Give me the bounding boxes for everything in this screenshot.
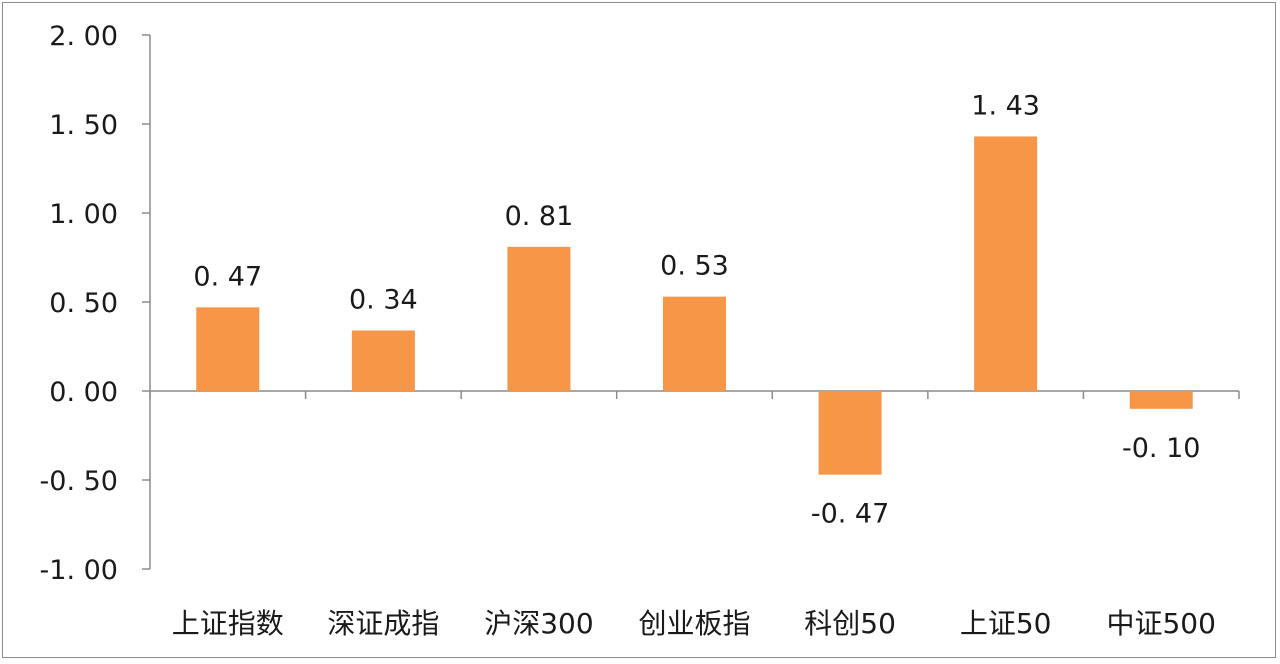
y-tick-label: 0. 00 xyxy=(49,377,118,408)
bar xyxy=(351,330,415,391)
data-label: -0. 47 xyxy=(811,499,889,530)
x-tick-label: 中证500 xyxy=(1106,607,1215,640)
data-label: 0. 47 xyxy=(193,261,262,292)
data-label: -0. 10 xyxy=(1122,433,1200,464)
data-label: 0. 81 xyxy=(505,201,574,232)
x-tick-label: 创业板指 xyxy=(638,607,750,640)
x-tick-label: 上证50 xyxy=(960,607,1052,640)
y-tick-label: -0. 50 xyxy=(40,466,118,497)
x-tick-label: 上证指数 xyxy=(172,607,284,640)
bar xyxy=(507,246,571,391)
y-tick-label: 2. 00 xyxy=(49,21,118,52)
bar xyxy=(196,307,260,391)
bar xyxy=(974,136,1038,391)
y-tick-label: 1. 50 xyxy=(49,110,118,141)
bars xyxy=(196,136,1193,475)
y-tick-label: -1. 00 xyxy=(40,555,118,586)
data-label: 1. 43 xyxy=(971,90,1040,121)
y-tick-label: 1. 00 xyxy=(49,199,118,230)
bar xyxy=(663,296,726,391)
x-axis: 上证指数 深证成指 沪深300 创业板指 科创50 上证50 中证500 xyxy=(149,390,1240,640)
y-axis: 2. 00 1. 50 1. 00 0. 50 0. 00 -0. 50 -1. 00 xyxy=(40,21,151,586)
x-tick-label: 沪深300 xyxy=(484,607,593,640)
bar xyxy=(1129,391,1193,409)
x-tick-label: 科创50 xyxy=(804,607,896,640)
x-tick-label: 深证成指 xyxy=(327,607,439,640)
data-labels: 0. 47 0. 34 0. 81 0. 53 -0. 47 1. 43 -0. 10 xyxy=(193,90,1200,529)
y-tick-label: 0. 50 xyxy=(49,288,118,319)
bar-chart: 2. 00 1. 50 1. 00 0. 50 0. 00 -0. 50 -1. 00 上证… xyxy=(40,21,1240,640)
bar xyxy=(818,391,882,475)
data-label: 0. 53 xyxy=(660,251,729,282)
data-label: 0. 34 xyxy=(349,284,418,315)
